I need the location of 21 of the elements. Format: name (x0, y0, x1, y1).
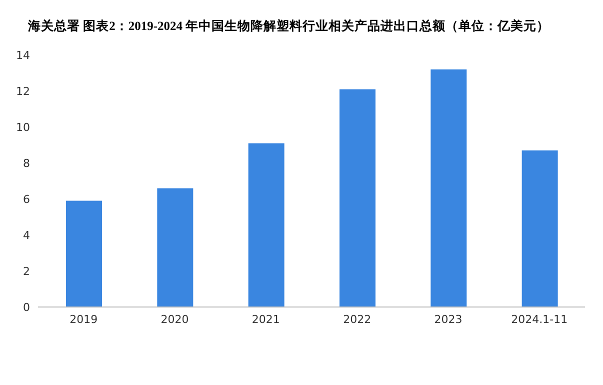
y-tick-label: 14 (16, 48, 30, 62)
y-tick-label: 4 (23, 228, 30, 242)
y-tick-label: 8 (23, 156, 30, 170)
bar (522, 150, 558, 307)
bar (157, 188, 194, 307)
x-tick-label: 2022 (343, 312, 372, 326)
y-tick-label: 10 (16, 120, 30, 134)
bar (66, 200, 102, 307)
x-tick-label: 2024.1-11 (511, 312, 568, 326)
y-tick-label: 6 (23, 192, 30, 206)
chart-title: 海关总署 图表2：2019-2024 年中国生物降解塑料行业相关产品进出口总额（单位：亿美元） (27, 18, 551, 35)
bar (430, 69, 467, 307)
y-tick-label: 0 (23, 300, 30, 314)
x-tick-label: 2021 (252, 312, 280, 326)
y-tick-label: 12 (16, 84, 30, 98)
x-tick-label: 2020 (160, 312, 189, 326)
bar (248, 143, 284, 307)
y-tick-label: 2 (23, 264, 30, 278)
x-tick-label: 2023 (434, 312, 462, 326)
x-tick-label: 2019 (70, 312, 98, 326)
bar (340, 89, 376, 307)
